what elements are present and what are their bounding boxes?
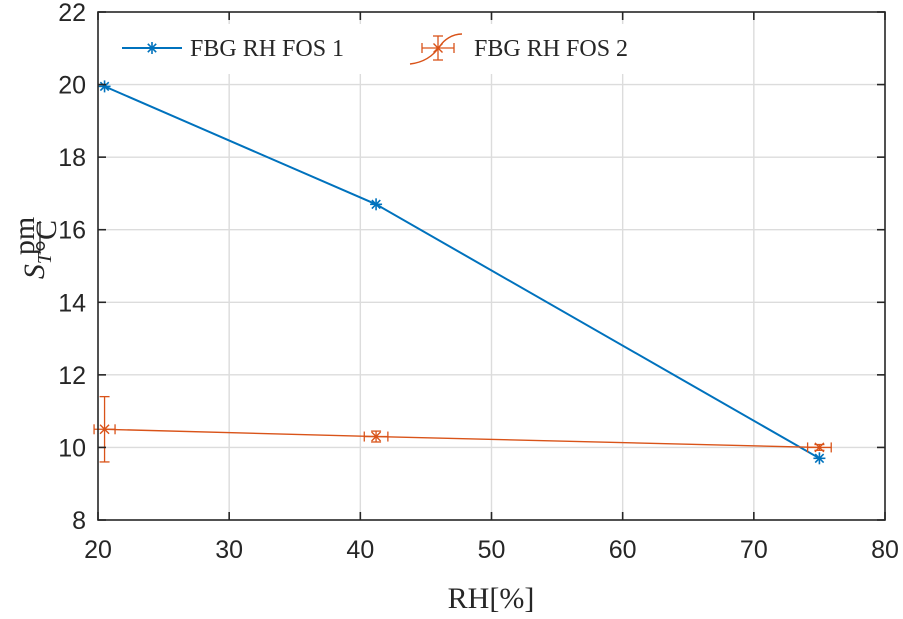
ticks — [97, 11, 886, 521]
legend-box — [108, 24, 690, 74]
x-tick-label: 60 — [609, 536, 637, 564]
tick-labels: 20 30 40 50 60 70 80 8 10 12 14 16 18 20 22 — [58, 0, 899, 564]
y-axis-unit-num: pm — [8, 217, 41, 255]
y-tick-label: 20 — [58, 72, 86, 100]
legend-label-series-1: FBG RH FOS 1 — [190, 36, 344, 62]
legend: FBG RH FOS 1 FBG RH FOS 2 — [108, 24, 690, 74]
legend-label-series-2: FBG RH FOS 2 — [474, 36, 628, 62]
x-axis-label: RH[%] — [448, 582, 535, 615]
y-tick-label: 14 — [58, 289, 86, 317]
series-1 — [98, 80, 826, 465]
y-tick-label: 22 — [58, 0, 86, 27]
x-tick-label: 40 — [346, 536, 374, 564]
grid — [98, 12, 885, 520]
x-tick-label: 50 — [478, 536, 506, 564]
series-2 — [93, 395, 832, 463]
series-line — [104, 85, 820, 460]
data-point — [814, 442, 825, 453]
y-axis-label-sub: T — [34, 251, 56, 264]
x-tick-label: 80 — [871, 536, 899, 564]
y-tick-label: 18 — [58, 144, 86, 172]
y-axis-label-main: S — [18, 264, 51, 279]
y-tick-label: 12 — [58, 362, 86, 390]
data-point — [371, 431, 382, 442]
data-point — [98, 80, 111, 93]
y-axis-label: ST pm °C — [8, 217, 63, 279]
data-point — [813, 452, 826, 465]
legend-marker-series-1 — [146, 42, 158, 54]
x-tick-label: 30 — [215, 536, 243, 564]
svg-text:ST: ST — [18, 251, 56, 279]
y-tick-label: 10 — [58, 434, 86, 462]
x-tick-label: 20 — [84, 536, 112, 564]
y-tick-label: 16 — [58, 217, 86, 245]
series-layer — [93, 80, 832, 465]
legend-marker-series-2 — [433, 43, 443, 53]
data-point — [99, 424, 110, 435]
y-axis-unit-den: °C — [30, 220, 63, 252]
x-tick-label: 70 — [740, 536, 768, 564]
series-line — [104, 428, 820, 449]
y-tick-label: 8 — [72, 507, 86, 535]
data-point — [370, 198, 383, 211]
